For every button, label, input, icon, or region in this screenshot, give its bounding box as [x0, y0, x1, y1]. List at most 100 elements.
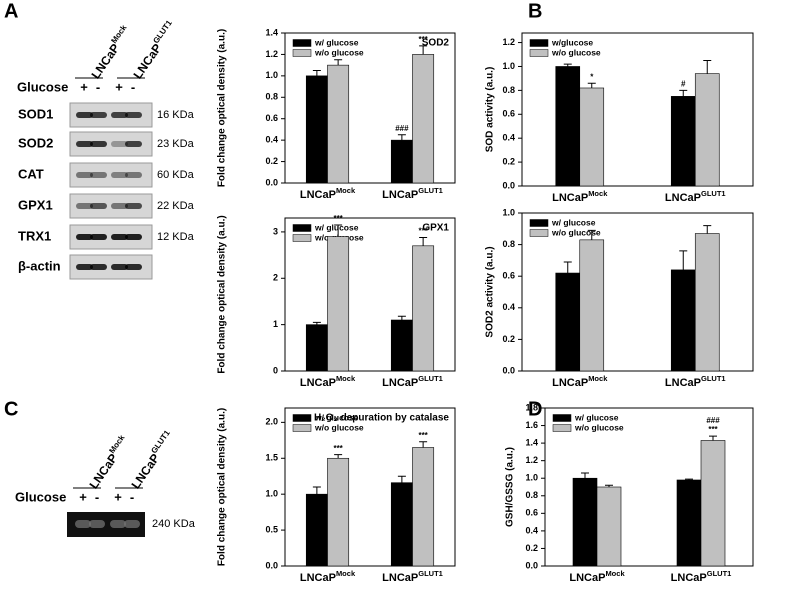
bar: [700, 440, 726, 567]
error-bar: [581, 472, 589, 479]
protein-label: SOD1: [18, 106, 53, 121]
category-base: LNCaP: [382, 377, 418, 389]
error-bar: [709, 435, 717, 441]
y-axis-label: Fold change optical density (a.u.): [217, 29, 228, 187]
legend-label: w/o glucose: [314, 47, 364, 57]
panel-letter: C: [4, 398, 18, 420]
group-sup: GLUT1: [151, 18, 174, 45]
bar: [412, 447, 435, 567]
bar: [327, 64, 350, 184]
legend-swatch: [529, 39, 549, 47]
error-bar: [587, 229, 596, 240]
size-label: 23 KDa: [157, 138, 195, 150]
bar: [390, 482, 413, 567]
plot-frame: [521, 32, 754, 187]
group-label: LNCaPMock: [87, 23, 135, 82]
group-sup: Mock: [109, 23, 128, 45]
significance-label: ###: [395, 124, 409, 133]
bar: [670, 96, 696, 187]
x-tick-label: LNCaPMock: [300, 374, 356, 389]
gel-band: [75, 520, 91, 528]
bar: [670, 269, 696, 372]
protein-label: GPX1: [18, 197, 53, 212]
category-sup: GLUT1: [418, 374, 443, 383]
blot-band: [90, 264, 107, 270]
x-tick-label: LNCaPGLUT1: [671, 569, 732, 584]
y-tick-label: 1: [273, 319, 278, 329]
x-tick-label: LNCaPMock: [300, 569, 356, 584]
protein-label: CAT: [18, 166, 44, 181]
category-base: LNCaP: [382, 189, 418, 201]
category-base: LNCaP: [569, 572, 605, 584]
legend-swatch: [292, 424, 312, 432]
y-tick-label: 0.2: [502, 334, 515, 344]
y-tick-label: 1.6: [525, 420, 538, 430]
blot-band: [125, 264, 142, 270]
legend-label: w/ glucose: [551, 217, 596, 227]
category-sup: GLUT1: [701, 374, 726, 383]
y-tick-label: 0.2: [265, 156, 278, 166]
chart-title: GPX1: [422, 223, 449, 234]
y-tick-label: 0: [273, 365, 278, 375]
group-base: LNCaP: [129, 451, 163, 491]
y-axis-label: Fold change optical density (a.u.): [217, 408, 228, 566]
protein-label: β-actin: [18, 258, 61, 273]
protein-label: TRX1: [18, 228, 51, 243]
category-sup: GLUT1: [418, 186, 443, 195]
blot-band: [76, 141, 93, 147]
significance-label: ***: [333, 444, 343, 453]
error-bar: [419, 236, 428, 246]
error-bar: [312, 321, 321, 325]
gel-band: [89, 520, 105, 528]
error-bar: [563, 63, 572, 67]
error-bar: [679, 250, 688, 270]
y-tick-label: 2.0: [265, 417, 278, 427]
sign: +: [115, 79, 123, 94]
sign: +: [80, 79, 88, 94]
x-tick-label: LNCaPGLUT1: [665, 374, 726, 389]
category-sup: GLUT1: [418, 569, 443, 578]
error-bar: [605, 484, 613, 487]
blot-band: [90, 172, 107, 178]
bar: [390, 319, 413, 372]
group-label: LNCaPGLUT1: [127, 428, 178, 491]
category-sup: Mock: [588, 374, 608, 383]
error-bar: [419, 441, 428, 448]
group-sup: Mock: [107, 433, 126, 455]
y-tick-label: 0.4: [265, 135, 278, 145]
category-sup: Mock: [605, 569, 625, 578]
category-base: LNCaP: [665, 377, 701, 389]
y-tick-label: 2: [273, 273, 278, 283]
blot-band: [76, 203, 93, 209]
bar: [327, 236, 350, 372]
y-tick-label: 0.0: [525, 560, 538, 570]
category-base: LNCaP: [300, 377, 336, 389]
y-tick-label: 0.6: [525, 508, 538, 518]
error-bar: [563, 261, 572, 274]
category-base: LNCaP: [671, 572, 707, 584]
significance-label: *: [590, 72, 594, 81]
category-sup: GLUT1: [707, 569, 732, 578]
plot-frame: [521, 212, 754, 372]
bar: [305, 324, 328, 372]
y-tick-label: 1.4: [265, 27, 278, 37]
group-base: LNCaP: [87, 451, 121, 491]
y-tick-label: 0.2: [525, 543, 538, 553]
chart-title: SOD2: [422, 38, 450, 49]
y-tick-label: 1.0: [265, 489, 278, 499]
x-tick-label: LNCaPGLUT1: [382, 186, 443, 201]
blot-strip: [69, 193, 153, 219]
category-sup: Mock: [336, 374, 356, 383]
legend-label: w/ glucose: [314, 412, 359, 422]
size-label: 16 KDa: [157, 109, 195, 121]
bar: [676, 479, 702, 567]
bar: [596, 486, 622, 567]
plot-frame: [284, 407, 456, 567]
error-bar: [397, 475, 406, 483]
y-tick-label: 0.6: [502, 271, 515, 281]
blot-band: [76, 264, 93, 270]
error-bar: [334, 59, 343, 66]
legend-label: w/glucose: [551, 37, 593, 47]
blot-band: [90, 141, 107, 147]
